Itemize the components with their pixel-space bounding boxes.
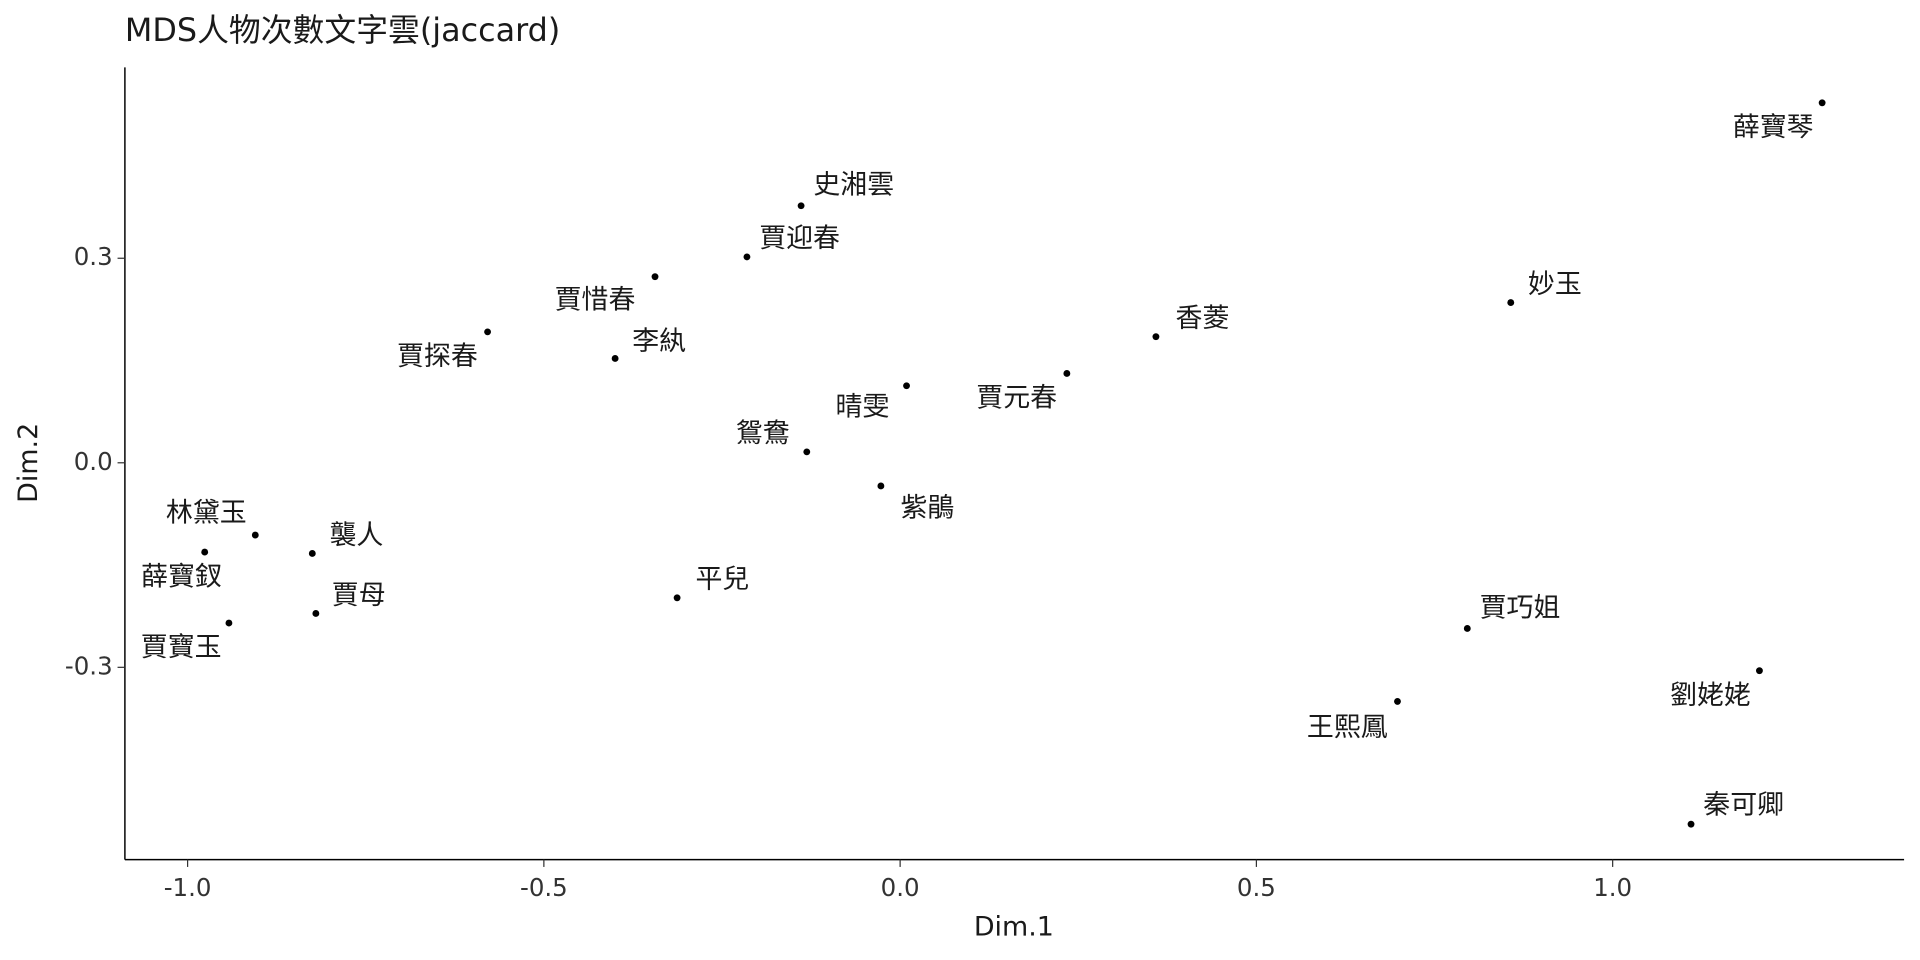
- point: [1463, 625, 1471, 632]
- point: [611, 355, 619, 362]
- point-label: 李紈: [632, 326, 686, 357]
- point-label: 襲人: [329, 520, 383, 551]
- point: [1152, 333, 1160, 341]
- point-label: 史湘雲: [813, 170, 894, 201]
- point: [797, 202, 805, 210]
- point: [251, 531, 259, 539]
- x-axis-label: Dim.1: [974, 912, 1054, 943]
- x-tick-label: -0.5: [520, 873, 568, 902]
- point-label: 賈惜春: [555, 285, 636, 316]
- point-label: 賈母: [332, 580, 386, 611]
- point-label: 秦可卿: [1703, 789, 1784, 820]
- point-label: 劉姥姥: [1670, 680, 1751, 711]
- point: [225, 619, 233, 627]
- x-tick-label: 0.0: [881, 873, 920, 902]
- point-label: 賈迎春: [759, 223, 840, 254]
- point: [651, 273, 659, 281]
- point-label: 鴛鴦: [736, 418, 790, 449]
- point-label: 薛寶琴: [1733, 112, 1814, 143]
- point: [1394, 697, 1401, 705]
- y-tick-label: -0.3: [65, 651, 113, 680]
- point-label: 薛寶釵: [141, 561, 222, 592]
- y-tick-label: 0.0: [74, 447, 113, 476]
- x-tick-label: -1.0: [164, 873, 212, 902]
- point: [201, 548, 209, 556]
- point: [484, 328, 492, 336]
- point: [673, 594, 681, 602]
- point-label: 賈元春: [976, 383, 1057, 414]
- point-label: 賈巧姐: [1480, 592, 1561, 623]
- point-label: 香菱: [1176, 303, 1230, 334]
- point-label: 紫鵑: [900, 493, 954, 524]
- point-label: 晴雯: [836, 391, 890, 422]
- point: [1687, 820, 1695, 828]
- y-axis-label: Dim.2: [13, 423, 44, 503]
- point-label: 王熙鳳: [1307, 712, 1388, 743]
- x-tick-label: 0.5: [1237, 873, 1276, 902]
- point-label: 林黛玉: [166, 498, 247, 529]
- chart-title: MDS人物次數文字雲(jaccard): [125, 11, 560, 49]
- point: [877, 482, 885, 490]
- y-tick-label: 0.3: [74, 242, 113, 271]
- point-label: 平兒: [695, 564, 749, 595]
- point: [1063, 370, 1071, 377]
- point: [1756, 667, 1763, 675]
- point: [308, 550, 316, 557]
- point: [903, 382, 910, 390]
- point: [803, 448, 811, 456]
- point: [743, 253, 751, 261]
- x-tick-label: 1.0: [1593, 873, 1632, 902]
- point-label: 賈寶玉: [141, 632, 222, 663]
- point-label: 賈探春: [397, 341, 478, 372]
- point: [1507, 299, 1515, 306]
- point-label: 妙玉: [1528, 269, 1582, 300]
- point: [1818, 99, 1826, 107]
- point: [312, 610, 320, 617]
